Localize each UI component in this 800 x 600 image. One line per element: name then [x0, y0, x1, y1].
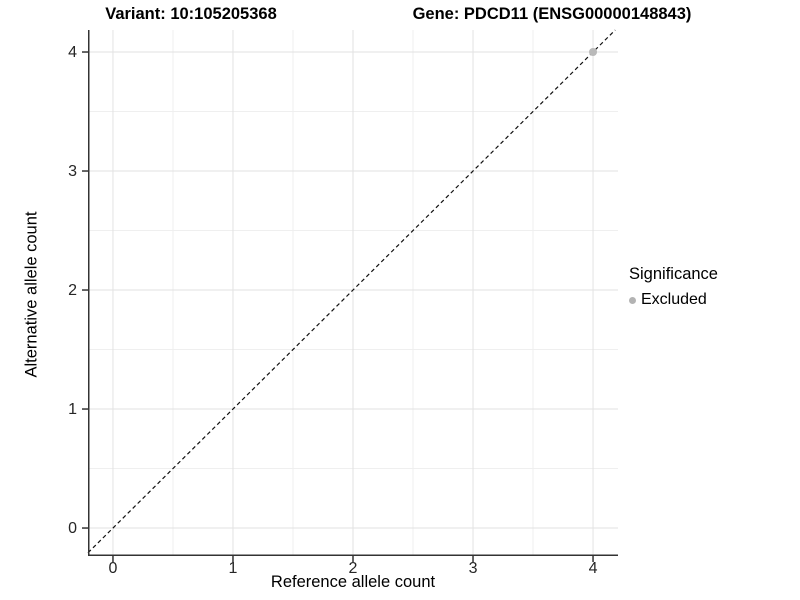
legend: Significance Excluded [629, 265, 718, 309]
legend-entry-label: Excluded [641, 291, 707, 308]
plot-svg [82, 29, 618, 562]
plot-panel [82, 29, 618, 562]
x-tick-label: 0 [108, 560, 118, 577]
gene-title: Gene: PDCD11 (ENSG00000148843) [412, 5, 692, 23]
y-tick-label: 0 [68, 520, 77, 538]
identity-line [87, 29, 616, 554]
variant-title: Variant: 10:105205368 [105, 5, 277, 23]
legend-title: Significance [629, 265, 718, 283]
y-tick-label: 4 [68, 44, 77, 62]
x-tick-label: 4 [588, 560, 598, 577]
legend-entry-excluded: Excluded [629, 291, 718, 309]
y-tick-label: 2 [68, 282, 77, 300]
excluded-dot-icon [629, 296, 636, 304]
x-tick-label: 1 [228, 560, 238, 577]
x-axis-title: Reference allele count [270, 573, 436, 591]
data-point [589, 48, 598, 57]
x-tick-label: 3 [468, 560, 478, 577]
y-tick-label: 1 [68, 401, 77, 419]
x-tick-label: 2 [348, 560, 358, 577]
y-tick-label: 3 [68, 163, 77, 181]
